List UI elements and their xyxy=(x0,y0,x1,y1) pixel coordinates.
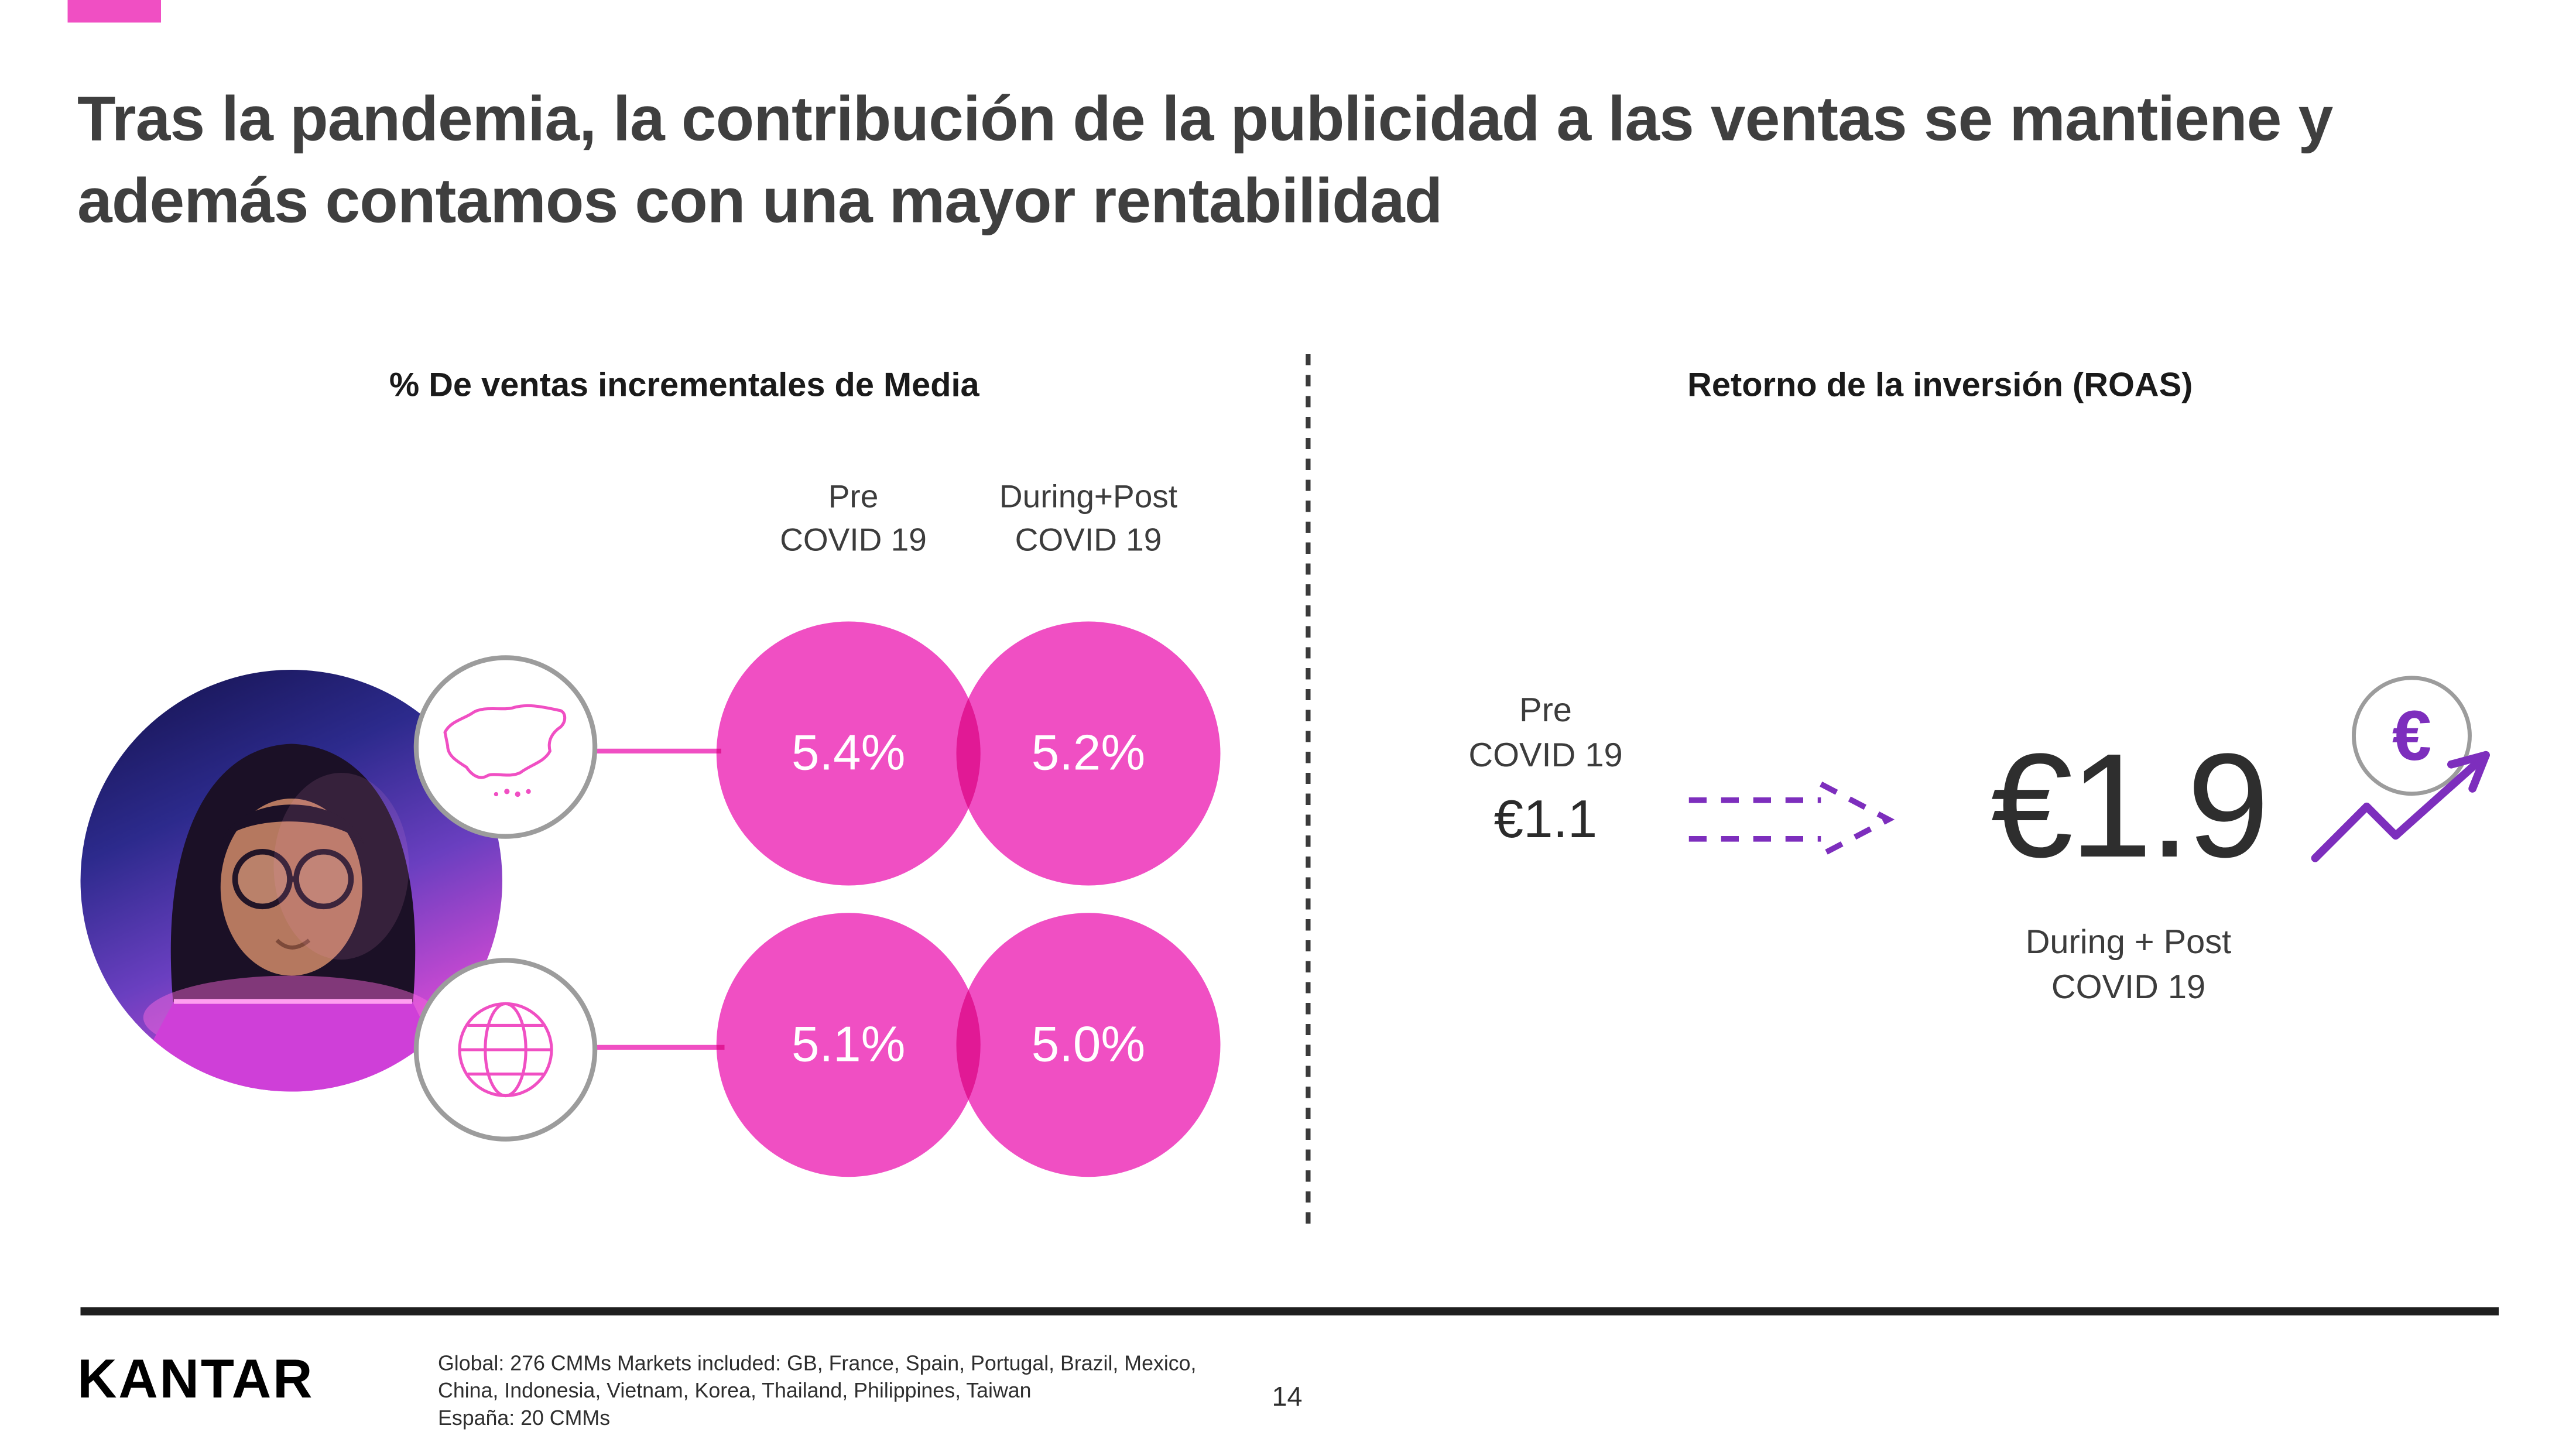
roas-during-post-covid-label: During + Post COVID 19 xyxy=(2025,924,2232,1007)
footnote: Global: 276 CMMs Markets included: GB, F… xyxy=(438,1351,1197,1430)
svg-text:€: € xyxy=(2392,696,2431,775)
euro-coin-growth-shape: € xyxy=(2311,676,2490,862)
euro-coin-growth-icon: € xyxy=(2303,668,2520,878)
slide-title: Tras la pandemia, la contribución de la … xyxy=(77,85,2333,237)
footer-rule xyxy=(80,1307,2499,1316)
dashed-arrow-shape xyxy=(1688,781,1895,858)
left-section-title: % De ventas incrementales de Media xyxy=(389,367,979,405)
right-section-title: Retorno de la inversión (ROAS) xyxy=(1687,367,2193,405)
bubble-spain-pre-covid: 5.4% xyxy=(716,621,981,886)
roas-pre-covid-value: €1.1 xyxy=(1493,789,1598,849)
bubble-global-pre-covid: 5.1% xyxy=(716,913,981,1177)
kantar-logo: KANTAR xyxy=(77,1349,314,1411)
column-header-during-post-covid: During+Post COVID 19 xyxy=(999,479,1178,559)
connector-line-spain xyxy=(589,748,721,753)
section-divider xyxy=(1306,354,1311,1224)
spain-map-outline xyxy=(443,704,567,797)
bubble-spain-post-covid: 5.2% xyxy=(956,621,1221,886)
roas-post-covid-value: €1.9 xyxy=(1991,724,2269,889)
globe-icon xyxy=(413,958,598,1142)
dashed-arrow-icon xyxy=(1683,777,1900,861)
spain-map-icon xyxy=(413,655,598,839)
page-number: 14 xyxy=(1272,1381,1303,1412)
roas-pre-covid-label: Pre COVID 19 xyxy=(1468,692,1623,775)
column-header-pre-covid: Pre COVID 19 xyxy=(780,479,927,559)
connector-line-global xyxy=(589,1044,725,1050)
globe-outline xyxy=(458,1002,553,1098)
kantar-accent-bar xyxy=(67,0,161,23)
bubble-global-post-covid: 5.0% xyxy=(956,913,1221,1177)
